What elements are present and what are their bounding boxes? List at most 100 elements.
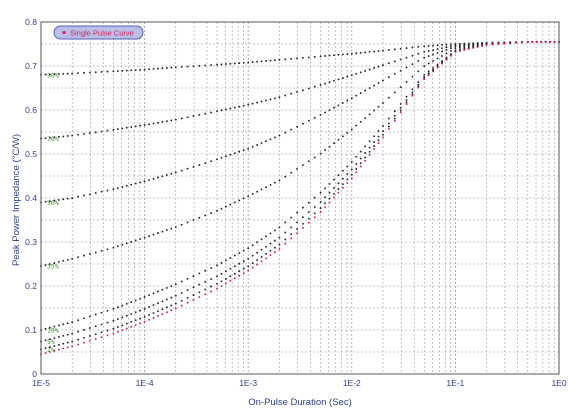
data-point [143,296,146,298]
data-point [290,216,293,219]
data-point [62,198,65,201]
duty-cycle-label: 10% [47,327,59,335]
data-point [393,114,396,117]
data-point [161,288,164,291]
data-point [170,227,173,230]
data-point [377,130,380,132]
data-point [192,299,195,301]
data-point [350,173,353,176]
data-point [333,54,335,57]
y-tick-label: 0.7 [25,61,37,71]
data-point [544,40,547,43]
data-point [472,46,475,49]
data-point [161,313,164,316]
data-point [387,128,390,130]
data-point [436,44,439,47]
data-point [116,245,119,248]
data-point [359,51,362,54]
data-point [165,298,168,301]
data-point [53,136,56,139]
data-point [296,221,299,224]
data-point [333,106,335,109]
data-point [441,43,443,46]
data-point [186,65,189,68]
data-point [417,59,420,62]
data-point [427,44,430,47]
data-point [355,52,358,55]
data-point [441,47,443,50]
data-point [290,171,293,174]
data-point [368,50,371,53]
data-point [411,91,414,94]
data-point [284,131,287,134]
data-point [186,301,189,304]
data-point [62,323,65,326]
data-point [100,249,103,252]
data-point [170,172,173,175]
data-point [423,50,426,53]
data-point [247,269,250,272]
data-point [301,222,304,225]
data-point [269,98,272,101]
data-point [333,142,335,145]
data-point [247,265,250,268]
data-point [449,49,452,52]
data-point [220,156,223,159]
data-point [94,313,97,316]
data-point [417,81,420,84]
data-point [88,315,91,318]
data-point [373,109,376,112]
data-point [121,324,124,327]
data-point [174,294,177,297]
data-point [57,198,60,201]
data-point [229,203,232,206]
data-point [296,91,299,93]
data-point [112,246,115,249]
data-point [441,50,443,53]
data-point [417,83,420,86]
data-point [229,62,232,65]
data-point [296,211,299,214]
data-point [307,119,310,122]
data-point [301,206,304,209]
data-point [100,70,103,73]
legend[interactable]: Single Pulse Curve [53,25,144,40]
data-point [143,315,146,318]
data-point [364,152,367,154]
data-point [44,200,47,203]
data-point [273,59,276,62]
data-point [346,178,349,181]
data-point [382,79,384,82]
data-point [427,62,430,65]
data-point [94,251,97,254]
data-point [553,40,556,43]
data-point [393,117,396,120]
data-point [256,144,259,146]
data-point [88,253,91,255]
data-point [134,69,137,71]
data-point [284,231,287,234]
data-point [313,156,316,159]
data-point [350,177,353,180]
data-point [130,126,133,128]
data-point [44,264,47,267]
data-point [319,207,322,210]
data-point [436,48,439,51]
data-point [210,267,213,269]
data-point [265,99,267,102]
data-point [216,209,218,212]
data-point [112,332,115,335]
data-point [48,346,51,349]
data-point [134,125,137,128]
data-point [251,102,254,105]
data-point [242,272,245,275]
data-point [265,186,267,189]
data-point [224,63,227,65]
data-point [307,87,310,90]
data-point [116,187,119,190]
data-point [368,153,371,156]
x-tick-label: 1E-5 [32,378,50,388]
data-point [427,50,430,52]
data-point [350,52,353,55]
y-tick-label: 0.2 [25,281,37,291]
